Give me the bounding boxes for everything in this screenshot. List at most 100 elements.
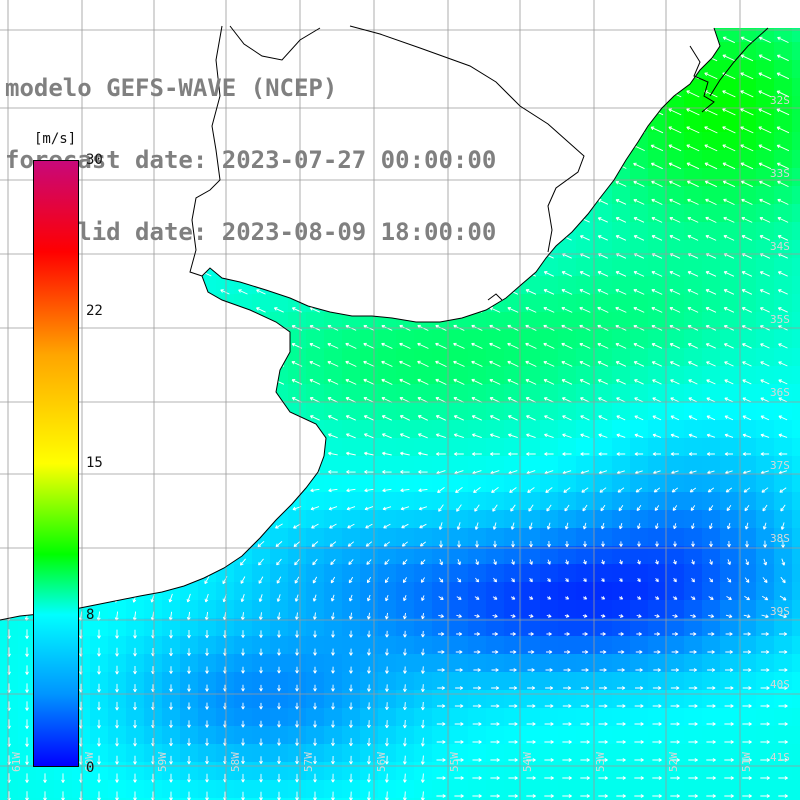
wind-speed-cell	[594, 168, 613, 187]
wind-speed-cell	[126, 420, 145, 439]
wind-speed-cell	[720, 636, 739, 655]
wind-vector-arrow	[655, 523, 659, 530]
wind-speed-cell	[90, 672, 109, 691]
wind-speed-cell	[90, 402, 109, 421]
wind-speed-cell	[792, 510, 800, 529]
wind-vector-arrow	[330, 594, 335, 602]
wind-vector-arrow	[743, 650, 752, 654]
wind-vector-arrow	[687, 234, 699, 241]
wind-vector-arrow	[688, 397, 698, 403]
wind-vector-arrow	[655, 578, 659, 583]
wind-vector-arrow	[580, 740, 590, 744]
wind-speed-cell	[504, 600, 523, 619]
wind-speed-cell	[522, 708, 541, 727]
wind-vector-arrow	[456, 632, 463, 636]
wind-vector-arrow	[349, 755, 353, 765]
wind-vector-arrow	[686, 108, 700, 116]
wind-speed-cell	[414, 690, 433, 709]
wind-vector-arrow	[634, 776, 644, 780]
wind-vector-arrow	[133, 647, 137, 657]
wind-vector-arrow	[509, 668, 517, 672]
wind-vector-arrow	[169, 648, 173, 657]
wind-vector-arrow	[345, 397, 357, 403]
wind-vector-arrow	[706, 452, 715, 456]
wind-vector-arrow	[365, 523, 373, 529]
longitude-labels: 61W 60W 59W 58W 57W 56W 55W 54W 53W 52W 51W	[10, 752, 753, 772]
lagoa-dos-patos	[709, 27, 769, 97]
wind-vector-arrow	[115, 683, 119, 693]
wind-vector-arrow	[579, 379, 591, 385]
wind-vector-arrow	[562, 776, 572, 780]
wind-speed-cell	[504, 618, 523, 637]
wind-vector-arrow	[420, 719, 425, 729]
wind-speed-cell	[234, 456, 253, 475]
wind-speed-cell	[234, 600, 253, 619]
wind-speed-cell	[288, 528, 307, 547]
wind-speed-cell	[180, 366, 199, 385]
wind-vector-arrow	[561, 37, 572, 43]
wind-vector-arrow	[438, 632, 445, 636]
wind-speed-cell	[702, 618, 721, 637]
wind-vector-arrow	[255, 397, 266, 403]
wind-speed-cell	[432, 762, 451, 781]
wind-vector-arrow	[115, 773, 119, 783]
wind-speed-cell	[432, 438, 451, 457]
wind-speed-cell	[252, 726, 271, 745]
wind-vector-arrow	[420, 773, 425, 783]
wind-vector-arrow	[5, 558, 13, 567]
wind-vector-arrow	[25, 629, 29, 639]
wind-vector-arrow	[112, 488, 122, 493]
wind-speed-cell	[774, 798, 793, 800]
wind-vector-arrow	[544, 415, 554, 421]
wind-speed-cell	[720, 564, 739, 583]
wind-vector-arrow	[204, 611, 209, 621]
wind-vector-arrow	[582, 614, 588, 618]
wind-speed-cell	[252, 690, 271, 709]
wind-speed-cell	[540, 78, 559, 97]
wind-speed-cell	[234, 402, 253, 421]
wind-vector-arrow	[526, 55, 536, 61]
longitude-label: 54W	[521, 752, 534, 772]
wind-speed-cell	[288, 636, 307, 655]
wind-vector-arrow	[651, 235, 663, 241]
wind-speed-cell	[558, 780, 577, 799]
wind-speed-cell	[666, 474, 685, 493]
wind-speed-cell	[288, 780, 307, 799]
wind-vector-arrow	[619, 541, 623, 547]
wind-speed-cell	[468, 456, 487, 475]
wind-speed-cell	[648, 528, 667, 547]
wind-vector-arrow	[633, 306, 645, 313]
wind-vector-arrow	[582, 522, 587, 530]
wind-vector-arrow	[366, 684, 371, 692]
wind-vector-arrow	[634, 452, 644, 456]
wind-speed-cell	[108, 618, 127, 637]
wind-vector-arrow	[562, 794, 572, 798]
wind-speed-cell	[738, 780, 757, 799]
wind-vector-arrow	[725, 614, 733, 619]
wind-speed-cell	[504, 420, 523, 439]
wind-speed-cell	[648, 42, 667, 61]
wind-speed-cell	[630, 708, 649, 727]
wind-speed-cell	[198, 654, 217, 673]
wind-vector-arrow	[724, 415, 734, 421]
wind-speed-cell	[378, 294, 397, 313]
wind-vector-arrow	[526, 740, 536, 744]
wind-speed-cell	[324, 438, 343, 457]
wind-vector-arrow	[381, 360, 393, 367]
wind-speed-cell	[558, 618, 577, 637]
wind-speed-cell	[684, 726, 703, 745]
wind-vector-arrow	[132, 575, 138, 585]
wind-speed-cell	[486, 456, 505, 475]
wind-speed-cell	[180, 582, 199, 601]
wind-vector-arrow	[686, 162, 700, 170]
wind-speed-cell	[702, 726, 721, 745]
wind-vector-arrow	[148, 523, 158, 529]
wind-vector-arrow	[491, 487, 499, 494]
wind-vector-arrow	[525, 397, 537, 403]
wind-vector-arrow	[130, 451, 140, 456]
wind-speed-cell	[198, 600, 217, 619]
wind-speed-cell	[252, 348, 271, 367]
wind-speed-cell	[90, 546, 109, 565]
longitude-label: 56W	[375, 752, 388, 772]
